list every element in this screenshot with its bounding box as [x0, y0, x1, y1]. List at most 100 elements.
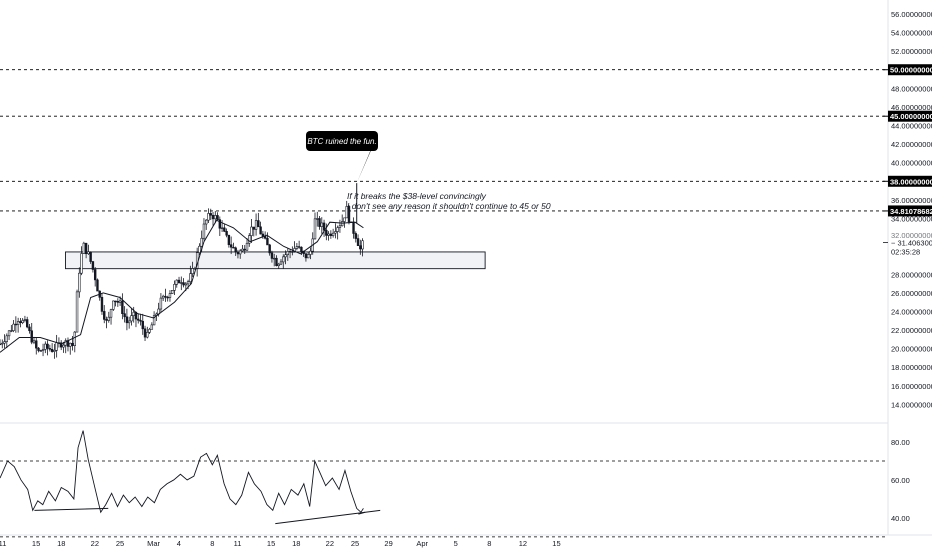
candle-body — [10, 330, 13, 332]
last-price-label: − 31.40630000 — [891, 239, 932, 248]
candle-body — [252, 226, 256, 230]
candle-body — [5, 335, 8, 342]
candle-body — [30, 330, 33, 343]
candle-body — [44, 343, 47, 350]
level-tag-text: 50.00000000 — [890, 66, 932, 75]
price-tick-label: 14.00000000 — [891, 400, 932, 409]
candle-body — [46, 343, 49, 349]
candle-body — [257, 220, 260, 228]
candle-body — [116, 301, 120, 303]
candle-body — [286, 251, 290, 256]
price-tick-label: 48.00000000 — [891, 84, 932, 93]
candle-body — [41, 349, 45, 351]
date-tick-label: 25 — [116, 539, 124, 548]
price-tick-label: 28.00000000 — [891, 270, 932, 279]
candle-body — [288, 251, 292, 253]
callout-bubble[interactable] — [306, 131, 378, 151]
date-tick-label: 5 — [454, 539, 458, 548]
date-tick-label: 11 — [234, 539, 242, 548]
candle-body — [132, 311, 135, 316]
price-tick-label: 34.00000000 — [891, 214, 932, 223]
candle-body — [234, 247, 237, 253]
candle-body — [223, 227, 226, 232]
candle-body — [245, 242, 249, 251]
date-tick-label: 18 — [292, 539, 300, 548]
level-tag[interactable] — [888, 205, 932, 217]
date-tick-label: 4 — [177, 539, 181, 548]
level-tag[interactable] — [888, 64, 932, 76]
date-tick-label: 8 — [487, 539, 491, 548]
candle-body — [202, 223, 206, 239]
candle-body — [359, 245, 362, 250]
note-text-line: If it breaks the $38-level convincingly — [347, 191, 487, 201]
level-tag[interactable] — [888, 110, 932, 122]
candle-body — [356, 238, 360, 246]
candle-body — [211, 214, 215, 220]
candle-body — [50, 348, 54, 352]
candle-body — [148, 328, 151, 333]
candle-body — [229, 244, 233, 248]
candle-body — [55, 342, 58, 351]
candle-body — [331, 232, 335, 236]
candle-body — [150, 324, 154, 330]
level-tag-text: 38.00000000 — [890, 177, 932, 186]
price-tick-label: 54.00000000 — [891, 29, 932, 38]
candle-body — [277, 263, 280, 266]
trend-line[interactable] — [34, 507, 109, 511]
candle-body — [320, 222, 323, 227]
candle-body — [352, 221, 355, 234]
candle-body — [347, 206, 351, 223]
oscillator-tick-label: 80.00 — [891, 438, 910, 447]
date-tick-label: 15 — [32, 539, 40, 548]
candle-body — [239, 250, 242, 255]
candle-countdown: 02:35:28 — [891, 248, 920, 257]
candle-body — [284, 254, 287, 258]
candle-body — [343, 217, 346, 222]
moving-average-line[interactable] — [0, 219, 364, 353]
oscillator-tick-label: 60.00 — [891, 476, 910, 485]
candle-body — [340, 221, 344, 227]
candle-body — [270, 252, 274, 259]
callout-pointer — [356, 139, 376, 184]
candle-body — [69, 342, 72, 347]
candle-body — [318, 218, 321, 227]
candle-body — [207, 213, 210, 221]
candle-body — [28, 326, 31, 332]
candle-body — [214, 215, 217, 220]
candle-body — [14, 323, 18, 326]
candle-body — [266, 237, 269, 246]
candle-body — [114, 300, 117, 303]
price-tick-label: 52.00000000 — [891, 47, 932, 56]
date-tick-label: Mar — [147, 539, 160, 548]
trend-line[interactable] — [358, 511, 366, 515]
candle-body — [232, 246, 235, 249]
candle-body — [254, 220, 258, 230]
candle-body — [306, 254, 310, 259]
candle-body — [227, 234, 231, 245]
candle-body — [16, 321, 20, 325]
candle-body — [166, 296, 169, 299]
candle-body — [209, 213, 212, 216]
price-tick-label: 18.00000000 — [891, 363, 932, 372]
price-tick-label: 42.00000000 — [891, 140, 932, 149]
oscillator-line[interactable] — [0, 430, 364, 514]
level-tag[interactable] — [888, 175, 932, 187]
note-text-line: I don't see any reason it shouldn't cont… — [347, 201, 551, 211]
candle-body — [100, 297, 104, 312]
candle-body — [243, 248, 246, 251]
candle-body — [96, 279, 99, 292]
price-tick-label: 26.00000000 — [891, 289, 932, 298]
candle-body — [103, 311, 106, 320]
candle-body — [21, 320, 24, 323]
level-tag-text: 34.81078682 — [890, 207, 932, 216]
level-tag-text: 45.00000000 — [890, 112, 932, 121]
candle-body — [139, 319, 142, 322]
candle-body — [7, 330, 11, 337]
candle-body — [236, 251, 240, 255]
candle-body — [141, 320, 144, 330]
candle-body — [168, 293, 172, 298]
candle-body — [109, 309, 113, 318]
date-tick-label: 29 — [384, 539, 392, 548]
